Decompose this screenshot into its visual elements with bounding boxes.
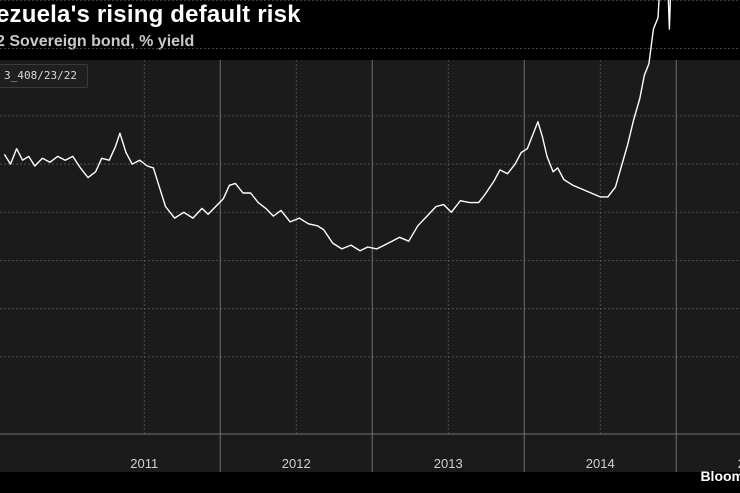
legend-code: 3̲4 xyxy=(4,69,24,82)
grid-lines xyxy=(0,0,740,472)
series-line xyxy=(3,0,672,252)
footer xyxy=(0,472,740,493)
x-tick-label: 2013 xyxy=(434,456,463,471)
legend-date: 08/23/22 xyxy=(24,69,77,82)
legend-box: 3̲4 08/23/22 xyxy=(0,64,88,88)
x-tick-labels: 2011 2012 2013 2014 2015 xyxy=(130,456,740,471)
x-tick-label: 2012 xyxy=(282,456,311,471)
x-tick-label: 2015 xyxy=(738,456,740,471)
x-tick-label: 2014 xyxy=(586,456,615,471)
x-tick-label: 2011 xyxy=(130,456,158,471)
series-layer xyxy=(3,0,672,252)
source-label: Bloom xyxy=(700,468,740,484)
chart-subtitle: 2 Sovereign bond, % yield xyxy=(0,33,195,50)
x-axis xyxy=(0,434,740,472)
chart-title: ezuela's rising default risk xyxy=(0,1,301,28)
